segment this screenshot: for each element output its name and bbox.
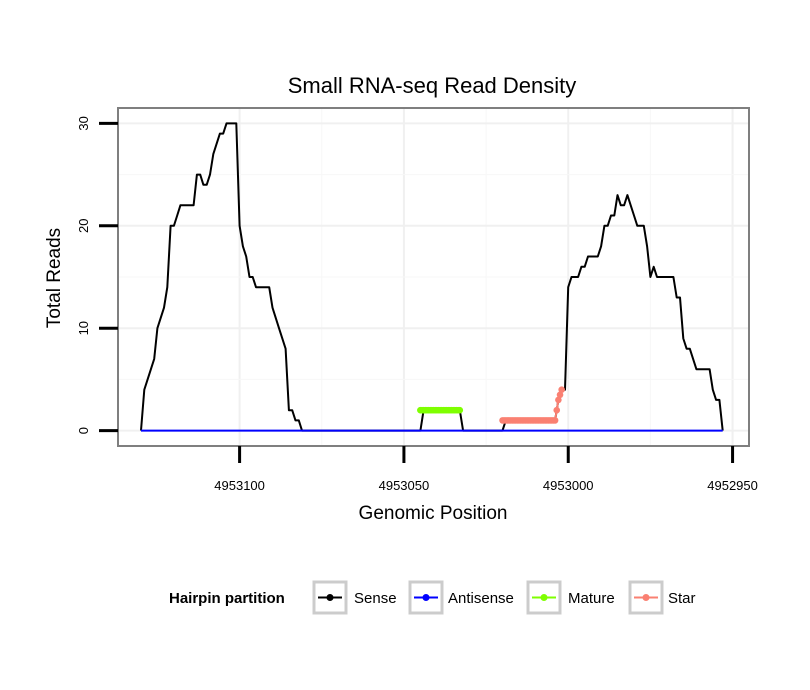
legend-label-antisense: Antisense [448,590,514,607]
mature-point [456,406,464,414]
star-point [556,391,564,399]
star-point [555,396,562,404]
star-series-line [502,389,563,422]
x-axis: 4953100 4953050 4953000 4952950 [214,446,758,493]
y-tick-label: 20 [76,219,91,233]
x-tick-label: 4953000 [543,478,594,493]
legend-label-mature: Mature [568,590,615,607]
x-tick-label: 4952950 [707,478,758,493]
x-tick-label: 4953100 [214,478,265,493]
y-axis-title: Total Reads [44,228,65,328]
legend: Hairpin partition Sense Antisense Mature St… [169,580,696,615]
plot-panel-border [117,107,750,447]
y-tick-label: 30 [76,116,91,130]
star-point [551,417,559,424]
y-axis: 0 10 20 30 [76,116,118,434]
legend-key-point-star [642,594,650,601]
x-axis-title: Genomic Position [359,503,508,524]
legend-title: Hairpin partition [169,590,285,607]
sense-series-line [140,122,724,432]
star-point [558,386,565,393]
legend-key-point-sense [326,594,334,601]
x-tick-label: 4953050 [379,478,430,493]
legend-key-point-antisense [422,594,430,601]
chart-title: Small RNA-seq Read Density [288,73,577,98]
y-tick-label: 10 [76,321,91,335]
y-tick-label: 0 [76,427,91,434]
grid [118,108,749,446]
legend-label-sense: Sense [354,590,397,607]
star-point [553,406,561,414]
plot-series [140,122,724,432]
legend-label-star: Star [668,590,696,607]
legend-key-point-mature [540,594,548,601]
